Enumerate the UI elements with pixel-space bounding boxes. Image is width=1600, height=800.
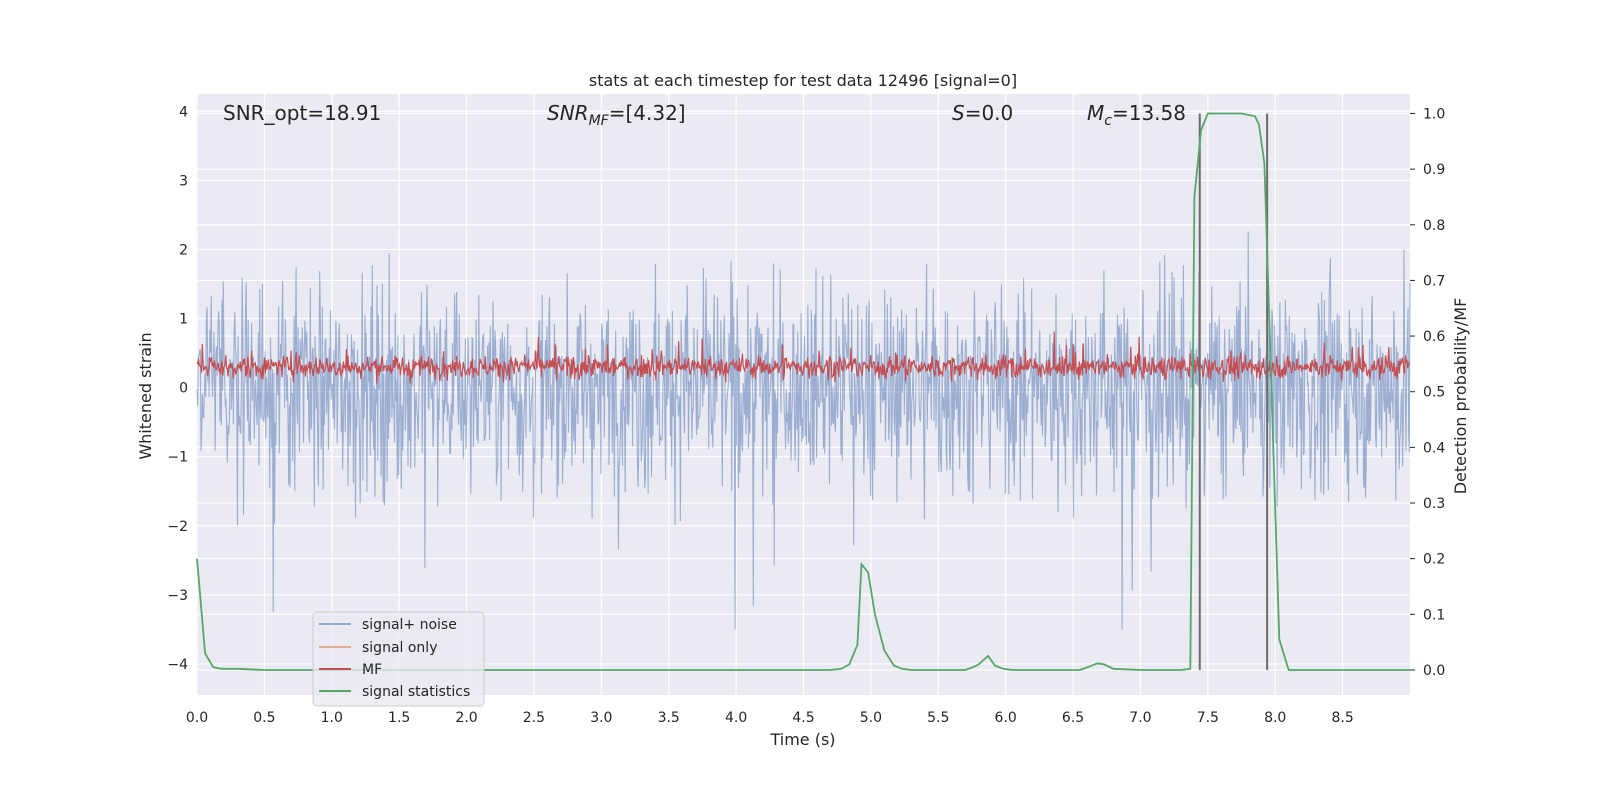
snr-mf-subscript: MF xyxy=(589,113,610,129)
x-tick-label: 1.5 xyxy=(388,710,410,726)
y2-tick-label: 0.1 xyxy=(1423,607,1445,623)
legend-label-noise: signal+ noise xyxy=(362,617,457,633)
legend-label-mf: MF xyxy=(362,662,382,678)
signal-statistics-polyline xyxy=(196,112,1410,671)
y-tick-label: −2 xyxy=(167,519,188,535)
x-tick-label: 0.0 xyxy=(186,710,208,726)
signal-noise-trace xyxy=(196,231,1411,630)
x-tick-label: 6.0 xyxy=(995,710,1017,726)
mf-trace xyxy=(196,331,1411,384)
legend-box xyxy=(312,611,485,707)
x-tick-label: 2.0 xyxy=(455,710,477,726)
x-tick-label: 8.0 xyxy=(1264,710,1286,726)
snr-mf-annotation: SNRMF=[4.32] xyxy=(547,101,686,129)
mc-subscript: c xyxy=(1104,113,1112,129)
y-tick-label: −4 xyxy=(167,657,188,673)
y-tick-label: −1 xyxy=(167,450,188,466)
x-tick-label: 3.0 xyxy=(590,710,612,726)
y2-tick-label: 0.9 xyxy=(1423,162,1445,178)
x-tick-label: 7.5 xyxy=(1197,710,1219,726)
snr-opt-annotation: SNR_opt=18.91 xyxy=(223,101,381,125)
x-axis-ticks: 0.0 0.5 1.0 1.5 2.0 2.5 3.0 3.5 4.0 4.5 5.0 5.5 6.0 6… xyxy=(186,710,1354,726)
x-tick-label: 7.0 xyxy=(1129,710,1151,726)
y2-tick-label: 0.8 xyxy=(1423,218,1445,234)
s-annotation: S=0.0 xyxy=(952,101,1013,125)
y-tick-label: 4 xyxy=(179,104,188,120)
s-symbol: S xyxy=(952,101,965,125)
y-axis-label: Whitened strain xyxy=(136,332,155,459)
x-tick-label: 5.0 xyxy=(860,710,882,726)
s-value: =0.0 xyxy=(965,101,1014,125)
y2-tick-label: 0.7 xyxy=(1423,273,1445,289)
y-tick-label: −3 xyxy=(167,588,188,604)
detection-window-lines xyxy=(1198,113,1269,670)
x-tick-label: 4.5 xyxy=(792,710,814,726)
signal-noise-line xyxy=(196,231,1411,630)
x-tick-label: 2.5 xyxy=(523,710,545,726)
y2-tick-label: 0.5 xyxy=(1423,385,1445,401)
x-axis-label: Time (s) xyxy=(769,730,835,749)
x-tick-label: 5.5 xyxy=(927,710,949,726)
x-tick-label: 1.0 xyxy=(321,710,343,726)
y-tick-label: 3 xyxy=(179,173,188,189)
legend-label-signal-only: signal only xyxy=(362,640,437,656)
y-axis-ticks: 4 3 2 1 0 −1 −2 −3 −4 xyxy=(167,104,188,673)
x-tick-label: 3.5 xyxy=(658,710,680,726)
y-tick-label: 1 xyxy=(179,312,188,328)
y2-axis-label: Detection probability/MF xyxy=(1451,298,1470,495)
signal-statistics-line xyxy=(196,112,1410,671)
y2-tick-label: 1.0 xyxy=(1423,106,1445,122)
snr-mf-symbol: SNR xyxy=(547,101,589,125)
chart-title: stats at each timestep for test data 124… xyxy=(589,71,1017,90)
y2-tick-label: 0.2 xyxy=(1423,552,1445,568)
legend-label-stats: signal statistics xyxy=(362,684,470,700)
legend: signal+ noise signal only MF signal stat… xyxy=(312,611,485,707)
y2-tick-label: 0.6 xyxy=(1423,329,1445,345)
y2-tick-label: 0.3 xyxy=(1423,496,1445,512)
x-tick-label: 0.5 xyxy=(253,710,275,726)
x-tick-label: 4.0 xyxy=(725,710,747,726)
y2-tick-label: 0.0 xyxy=(1423,663,1445,679)
x-tick-label: 6.5 xyxy=(1062,710,1084,726)
y-tick-label: 0 xyxy=(179,381,188,397)
mc-annotation: Mc=13.58 xyxy=(1087,101,1186,129)
mc-symbol: M xyxy=(1087,101,1104,125)
x-tick-label: 8.5 xyxy=(1331,710,1353,726)
mc-value: =13.58 xyxy=(1112,101,1186,125)
y2-axis-ticks: 1.0 0.9 0.8 0.7 0.6 0.5 0.4 0.3 0.2 0.1 0.0 xyxy=(1410,106,1445,679)
snr-mf-value: =[4.32] xyxy=(609,101,686,125)
mf-line xyxy=(196,331,1411,384)
y2-tick-label: 0.4 xyxy=(1423,440,1445,456)
y-tick-label: 2 xyxy=(179,242,188,258)
